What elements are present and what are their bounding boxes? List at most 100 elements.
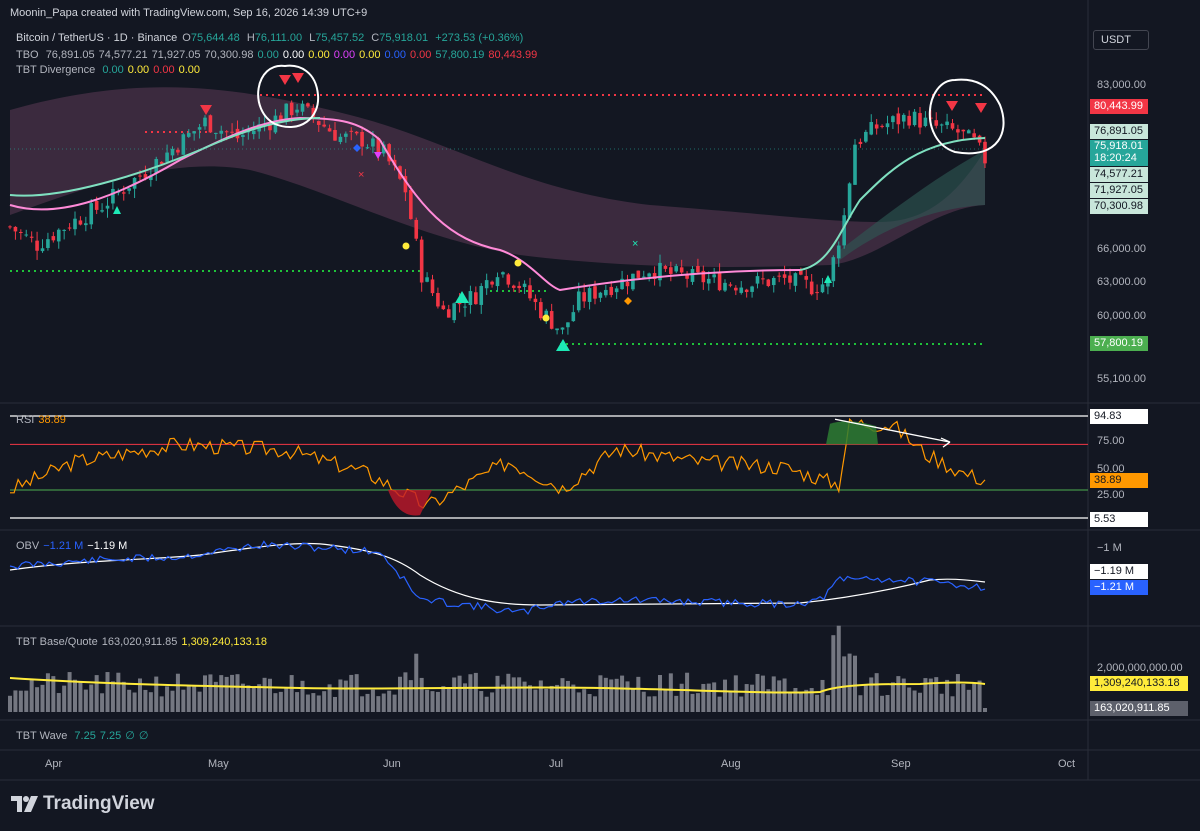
candle-body — [815, 292, 819, 294]
volume-bar — [490, 692, 495, 712]
volume-bar — [192, 686, 197, 712]
ohlc-h-label: H — [246, 32, 255, 44]
candle-body — [279, 115, 283, 122]
candle-body — [869, 122, 874, 135]
volume-bar — [598, 675, 603, 712]
volume-bar — [977, 680, 982, 712]
candle-body — [35, 240, 39, 251]
candle-body — [761, 278, 765, 280]
candle-body — [609, 286, 614, 295]
volume-bar — [809, 688, 814, 712]
candle-body — [78, 220, 83, 225]
tbo-legend[interactable]: TBO 76,891.05 74,577.21 71,927.05 70,300.98… — [16, 48, 541, 62]
volume-bar — [408, 680, 413, 712]
candle-body — [354, 131, 359, 134]
candle-body — [950, 123, 955, 129]
candle-body — [598, 292, 603, 298]
bq-line-label: 1,309,240,133.18 — [1090, 676, 1188, 691]
signal-markers: ×× — [113, 73, 987, 351]
rsi-tick-75: 75.00 — [1097, 435, 1125, 447]
cloud-teal — [840, 150, 985, 260]
price-tick-83000: 83,000.00 — [1097, 79, 1146, 91]
rsi-oversold-fill — [388, 490, 432, 516]
volume-bar — [782, 678, 787, 712]
candle-body — [549, 311, 554, 329]
candle-body — [511, 285, 516, 288]
obv-label[interactable]: OBV — [16, 540, 40, 552]
candle-body — [186, 132, 191, 137]
candle-body — [230, 131, 234, 133]
candle-body — [490, 281, 494, 285]
volume-bar — [912, 690, 917, 712]
candle-body — [284, 103, 289, 122]
symbol-legend[interactable]: Bitcoin / TetherUS · 1D · Binance O75,64… — [16, 31, 527, 45]
volume-bar — [744, 684, 749, 712]
rsi-label[interactable]: RSI — [16, 414, 35, 426]
divergence-legend[interactable]: TBT Divergence 0.00 0.00 0.00 0.00 — [16, 63, 204, 77]
volume-bar — [603, 677, 608, 712]
volume-bar — [83, 689, 88, 712]
time-label-sep: Sep — [891, 758, 911, 770]
volume-bar — [636, 676, 641, 712]
symbol-name[interactable]: Bitcoin / TetherUS · 1D · Binance — [16, 32, 178, 44]
volume-bar — [414, 653, 419, 712]
candle-body — [956, 129, 960, 133]
volume-bar — [170, 690, 175, 712]
volume-bar — [555, 684, 560, 712]
currency-button[interactable]: USDT — [1093, 30, 1149, 50]
candle-body — [587, 288, 592, 302]
volume-bar — [132, 692, 137, 712]
volume-bar — [24, 690, 29, 712]
wave-legend[interactable]: TBT Wave 7.25 7.25 ∅ ∅ — [16, 729, 152, 743]
candle-body — [966, 130, 971, 134]
volume-bar — [609, 679, 614, 712]
tbo-value-2: 71,927.05 — [151, 49, 201, 61]
volume-bar — [863, 684, 868, 712]
wave-label[interactable]: TBT Wave — [16, 730, 68, 742]
volume-bar — [387, 690, 392, 712]
candle-body — [641, 276, 646, 278]
rsi-value: 38.89 — [38, 414, 66, 426]
volume-bar — [966, 689, 971, 712]
candle-body — [56, 229, 61, 242]
volume-bar — [495, 675, 500, 712]
volume-bar — [544, 688, 549, 712]
divergence-label[interactable]: TBT Divergence — [16, 64, 96, 76]
candle-body — [696, 265, 700, 273]
volume-bar — [251, 687, 256, 712]
candle-body — [652, 273, 657, 279]
obv-legend[interactable]: OBV −1.21 M −1.19 M — [16, 539, 131, 553]
tbo-mid-price-label: 74,577.21 — [1090, 167, 1148, 182]
rsi-legend[interactable]: RSI 38.89 — [16, 413, 70, 427]
candle-body — [208, 115, 213, 133]
bq-legend[interactable]: TBT Base/Quote 163,020,911.85 1,309,240,13… — [16, 635, 271, 649]
ohlc-c-label: C — [371, 32, 380, 44]
volume-bar — [338, 679, 343, 712]
volume-bars — [8, 625, 987, 712]
bq-label[interactable]: TBT Base/Quote — [16, 636, 98, 648]
volume-bar — [587, 694, 592, 712]
volume-bar — [425, 689, 430, 712]
wave-value-2: ∅ — [125, 730, 135, 742]
volume-bar — [647, 696, 652, 712]
volume-bar — [918, 692, 922, 712]
volume-bar — [13, 690, 18, 712]
candle-body — [441, 305, 446, 310]
volume-bar — [273, 693, 278, 712]
volume-bar — [240, 683, 245, 712]
volume-bar — [571, 684, 576, 712]
volume-bar — [246, 685, 251, 712]
volume-bar — [392, 694, 397, 712]
volume-bar — [148, 692, 153, 712]
tbo-label[interactable]: TBO — [16, 49, 39, 61]
sell-triangle-0 — [200, 105, 212, 115]
candle-body — [593, 286, 597, 299]
tbo-value-4: 0.00 — [257, 49, 279, 61]
volume-bar — [230, 674, 235, 712]
candle-body — [874, 124, 879, 129]
yellow-dot-1 — [514, 259, 522, 267]
volume-bar — [268, 678, 272, 712]
candle-body — [387, 144, 391, 162]
obv-ma-line — [9, 542, 986, 606]
